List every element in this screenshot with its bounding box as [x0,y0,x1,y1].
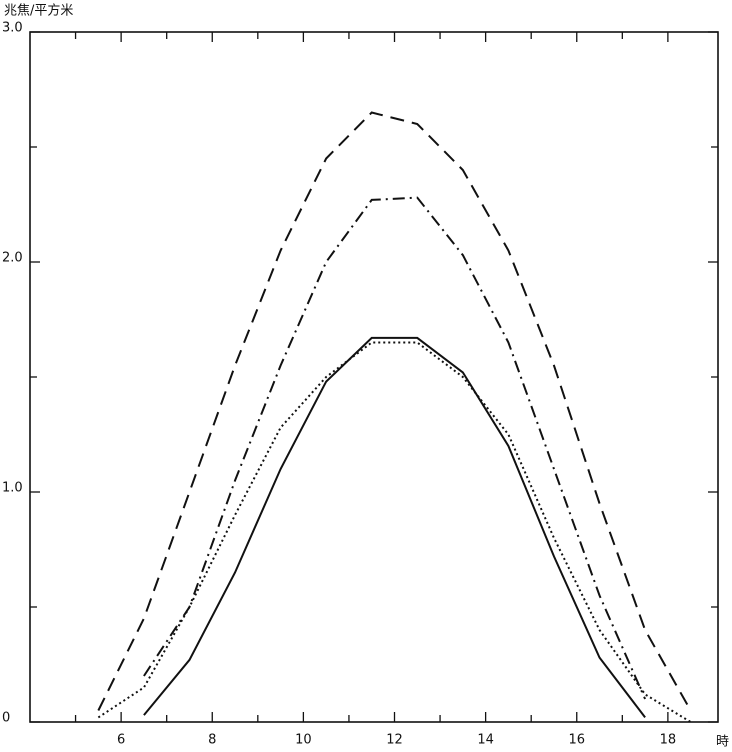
series-line [143,336,646,719]
y-tick-label: 2.0 [2,251,23,266]
y-tick-label: 0 [2,711,10,726]
x-tick-label: 14 [477,733,494,748]
x-tick-label: 16 [568,733,585,748]
x-tick-label: 12 [386,733,403,748]
x-tick-label: 6 [117,733,125,748]
plot-frame [29,31,719,723]
x-tick-label: 10 [295,733,312,748]
y-tick-label: 3.0 [2,21,23,36]
x-axis-label: 時 [716,735,729,750]
series-line [143,196,647,700]
y-axis-label: 兆焦/平方米 [4,3,73,19]
series-line [97,111,692,711]
x-tick-label: 18 [660,733,677,748]
series-line [97,341,692,723]
x-tick-label: 8 [208,733,216,748]
y-tick-label: 1.0 [2,481,23,496]
